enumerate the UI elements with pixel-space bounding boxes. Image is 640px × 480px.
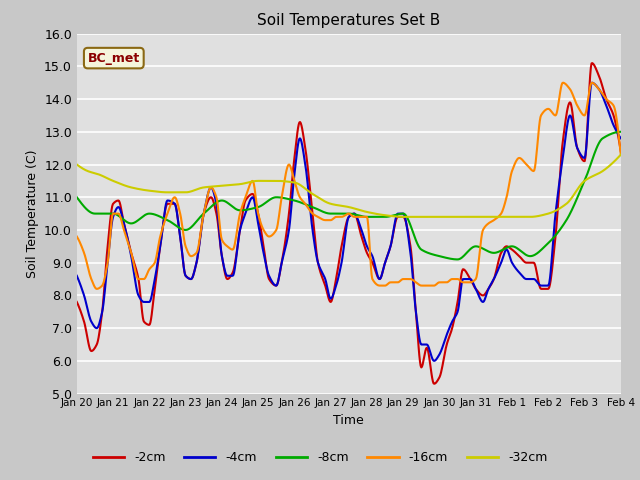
-4cm — [419, 342, 427, 348]
-2cm — [419, 359, 427, 364]
-16cm — [542, 107, 550, 112]
Legend: -2cm, -4cm, -8cm, -16cm, -32cm: -2cm, -4cm, -8cm, -16cm, -32cm — [88, 446, 552, 469]
-2cm — [389, 233, 397, 239]
-8cm — [542, 242, 550, 248]
-32cm — [617, 152, 625, 157]
-16cm — [559, 80, 567, 85]
-16cm — [107, 226, 115, 231]
-8cm — [73, 194, 81, 200]
-16cm — [420, 283, 428, 288]
-8cm — [106, 211, 114, 216]
Line: -32cm: -32cm — [77, 155, 621, 217]
-8cm — [617, 129, 625, 135]
-2cm — [542, 286, 550, 292]
-4cm — [542, 283, 550, 288]
Line: -8cm: -8cm — [77, 132, 621, 259]
-4cm — [588, 80, 596, 85]
-32cm — [420, 214, 428, 220]
-4cm — [73, 273, 81, 279]
-16cm — [404, 276, 412, 282]
-8cm — [454, 256, 461, 262]
-32cm — [389, 213, 397, 219]
-2cm — [486, 284, 494, 289]
-16cm — [93, 286, 100, 292]
-32cm — [486, 214, 494, 220]
-4cm — [617, 135, 625, 141]
-32cm — [542, 211, 550, 217]
-8cm — [403, 215, 411, 220]
Line: -16cm: -16cm — [77, 83, 621, 289]
-16cm — [390, 279, 397, 285]
-32cm — [404, 214, 412, 220]
-4cm — [431, 358, 438, 364]
-2cm — [431, 381, 438, 387]
-2cm — [588, 60, 596, 66]
-2cm — [73, 299, 81, 305]
-8cm — [419, 248, 427, 253]
Title: Soil Temperatures Set B: Soil Temperatures Set B — [257, 13, 440, 28]
-4cm — [403, 225, 411, 231]
-4cm — [106, 235, 114, 240]
-8cm — [389, 213, 397, 218]
Line: -4cm: -4cm — [77, 83, 621, 361]
-16cm — [486, 219, 494, 225]
-4cm — [389, 232, 397, 238]
Line: -2cm: -2cm — [77, 63, 621, 384]
-4cm — [486, 283, 494, 288]
X-axis label: Time: Time — [333, 414, 364, 427]
Y-axis label: Soil Temperature (C): Soil Temperature (C) — [26, 149, 38, 278]
-2cm — [617, 148, 625, 154]
-8cm — [486, 249, 494, 255]
-32cm — [400, 214, 408, 220]
-16cm — [73, 234, 81, 240]
-32cm — [73, 162, 81, 168]
Text: BC_met: BC_met — [88, 51, 140, 65]
-2cm — [106, 218, 114, 224]
-2cm — [403, 224, 411, 230]
-32cm — [106, 177, 114, 182]
-16cm — [617, 152, 625, 157]
